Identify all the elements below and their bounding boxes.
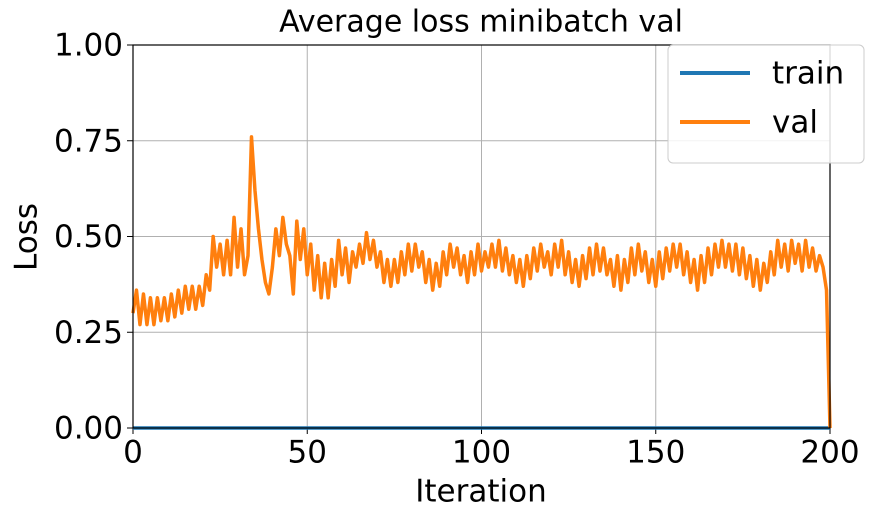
x-tick-label: 100 — [452, 435, 511, 471]
x-tick-label: 150 — [626, 435, 685, 471]
series-line — [131, 135, 832, 429]
y-axis-label: Loss — [9, 203, 45, 271]
y-tick-label: 0.25 — [54, 315, 123, 351]
y-tick-label: 0.00 — [54, 411, 123, 447]
y-tick-label: 0.50 — [54, 219, 123, 255]
chart-title: Average loss minibatch val — [279, 5, 683, 40]
x-tick-label: 0 — [123, 435, 143, 471]
x-tick-label: 200 — [800, 435, 859, 471]
y-tick-label: 1.00 — [54, 28, 123, 64]
x-tick-label: 50 — [288, 435, 327, 471]
y-tick-label: 0.75 — [54, 123, 123, 159]
legend-label: train — [772, 56, 844, 92]
legend-label: val — [772, 105, 818, 141]
x-axis-label: Iteration — [415, 474, 547, 510]
plot-frame — [132, 44, 831, 429]
